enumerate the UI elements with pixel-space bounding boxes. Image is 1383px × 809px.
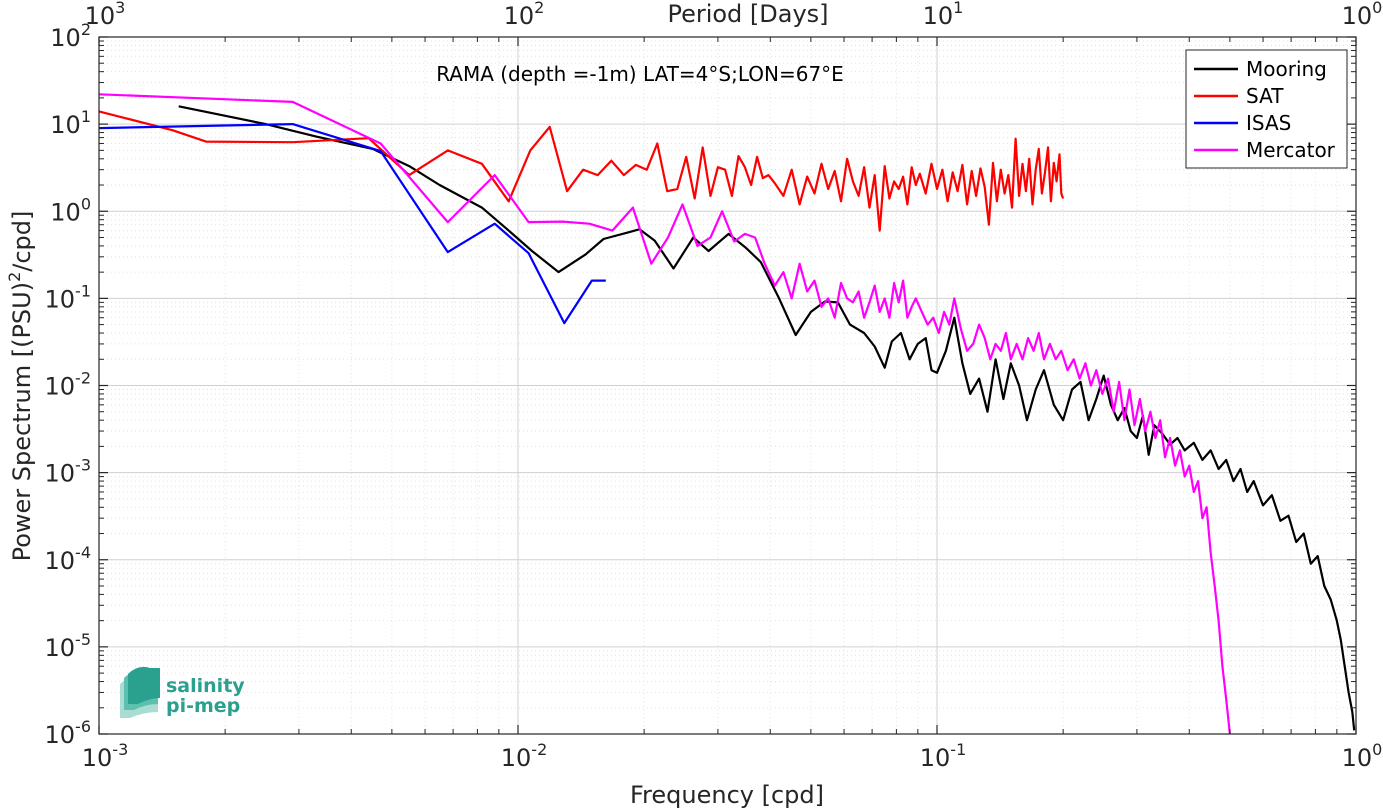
top-tick-label-base: 10 (504, 2, 535, 30)
top-tick-label: 103 (85, 0, 126, 30)
x-tick-label-exponent: 0 (1372, 740, 1382, 759)
y-tick-label: 10-1 (45, 281, 92, 313)
x-axis-label: Frequency [cpd] (630, 781, 824, 809)
legend-label-isas: ISAS (1246, 111, 1291, 135)
y-tick-label: 10-3 (45, 456, 92, 488)
y-tick-label-base: 10 (50, 111, 81, 139)
legend-entries: Mooring SAT ISAS Mercator (1194, 57, 1336, 162)
y-tick-label-exponent: -1 (75, 281, 91, 300)
top-tick-label: 102 (504, 0, 545, 30)
top-tick-label-exponent: 0 (1372, 0, 1382, 17)
series-layer (98, 93, 1356, 735)
legend: Mooring SAT ISAS Mercator (1185, 49, 1348, 169)
y-tick-label-base: 10 (45, 547, 76, 575)
y-axis-label-exponent: 2 (5, 272, 24, 282)
top-tick-label: 101 (923, 0, 964, 30)
y-tick-label-base: 10 (45, 460, 76, 488)
chart-annotation: RAMA (depth =-1m) LAT=4°S;LON=67°E (436, 62, 844, 86)
waves-icon (120, 666, 160, 718)
y-tick-label-base: 10 (45, 285, 76, 313)
y-axis-label: Power Spectrum [(PSU)2/cpd] (5, 211, 36, 562)
series-line-sat (98, 110, 1065, 232)
series-line-isas (98, 123, 606, 325)
y-tick-label: 100 (50, 194, 91, 226)
top-tick-label-exponent: 1 (953, 0, 963, 17)
tick-marks (98, 36, 1357, 735)
x-tick-label-base: 10 (82, 744, 113, 772)
top-tick-label: 100 (1342, 0, 1383, 30)
x-tick-label: 10-3 (82, 740, 129, 772)
series-line-mooring (178, 105, 1356, 731)
logo-line-salinity: salinity (166, 675, 245, 697)
legend-label-sat: SAT (1246, 84, 1284, 108)
y-tick-label-exponent: -6 (75, 717, 91, 736)
x-tick-label: 10-2 (501, 740, 548, 772)
y-tick-label-exponent: 1 (81, 107, 91, 126)
y-tick-label: 10-6 (45, 717, 92, 749)
top-tick-label-base: 10 (85, 2, 116, 30)
y-tick-label-base: 10 (45, 634, 76, 662)
y-tick-label: 10-5 (45, 630, 92, 662)
x-tick-label-exponent: -1 (950, 740, 966, 759)
legend-label-mooring: Mooring (1246, 57, 1327, 81)
y-axis-label-unit: /cpd] (8, 211, 36, 272)
y-tick-label: 101 (50, 107, 91, 139)
top-tick-label-exponent: 2 (534, 0, 544, 17)
top-tick-label-exponent: 3 (115, 0, 125, 17)
y-tick-label-exponent: 2 (81, 20, 91, 39)
top-axis-label: Period [Days] (667, 0, 828, 28)
x-tick-label: 100 (1342, 740, 1383, 772)
y-tick-label-exponent: -3 (75, 456, 91, 475)
y-tick-label-exponent: -5 (75, 630, 91, 649)
y-tick-label: 10-4 (45, 543, 92, 575)
legend-label-mercator: Mercator (1246, 138, 1336, 162)
y-tick-label-base: 10 (45, 721, 76, 749)
y-tick-label-exponent: -2 (75, 369, 91, 388)
x-tick-label: 10-1 (920, 740, 967, 772)
top-tick-label-base: 10 (1342, 2, 1373, 30)
top-tick-label-base: 10 (923, 2, 954, 30)
series-line-mercator (98, 93, 1231, 735)
y-tick-label-exponent: -4 (75, 543, 91, 562)
y-tick-label-base: 10 (50, 24, 81, 52)
y-tick-label: 10-2 (45, 369, 92, 401)
y-tick-label-exponent: 0 (81, 194, 91, 213)
x-tick-label-base: 10 (1342, 744, 1373, 772)
y-tick-label-base: 10 (45, 373, 76, 401)
y-tick-label: 102 (50, 20, 91, 52)
x-tick-label-exponent: -2 (531, 740, 547, 759)
y-axis-label-main: Power Spectrum [(PSU) (8, 282, 36, 561)
salinity-pi-mep-logo: salinity pi-mep (120, 666, 245, 718)
x-tick-label-base: 10 (501, 744, 532, 772)
x-tick-label-base: 10 (920, 744, 951, 772)
y-tick-label-base: 10 (50, 198, 81, 226)
logo-line-pi-mep: pi-mep (166, 695, 240, 717)
x-tick-label-exponent: -3 (112, 740, 128, 759)
